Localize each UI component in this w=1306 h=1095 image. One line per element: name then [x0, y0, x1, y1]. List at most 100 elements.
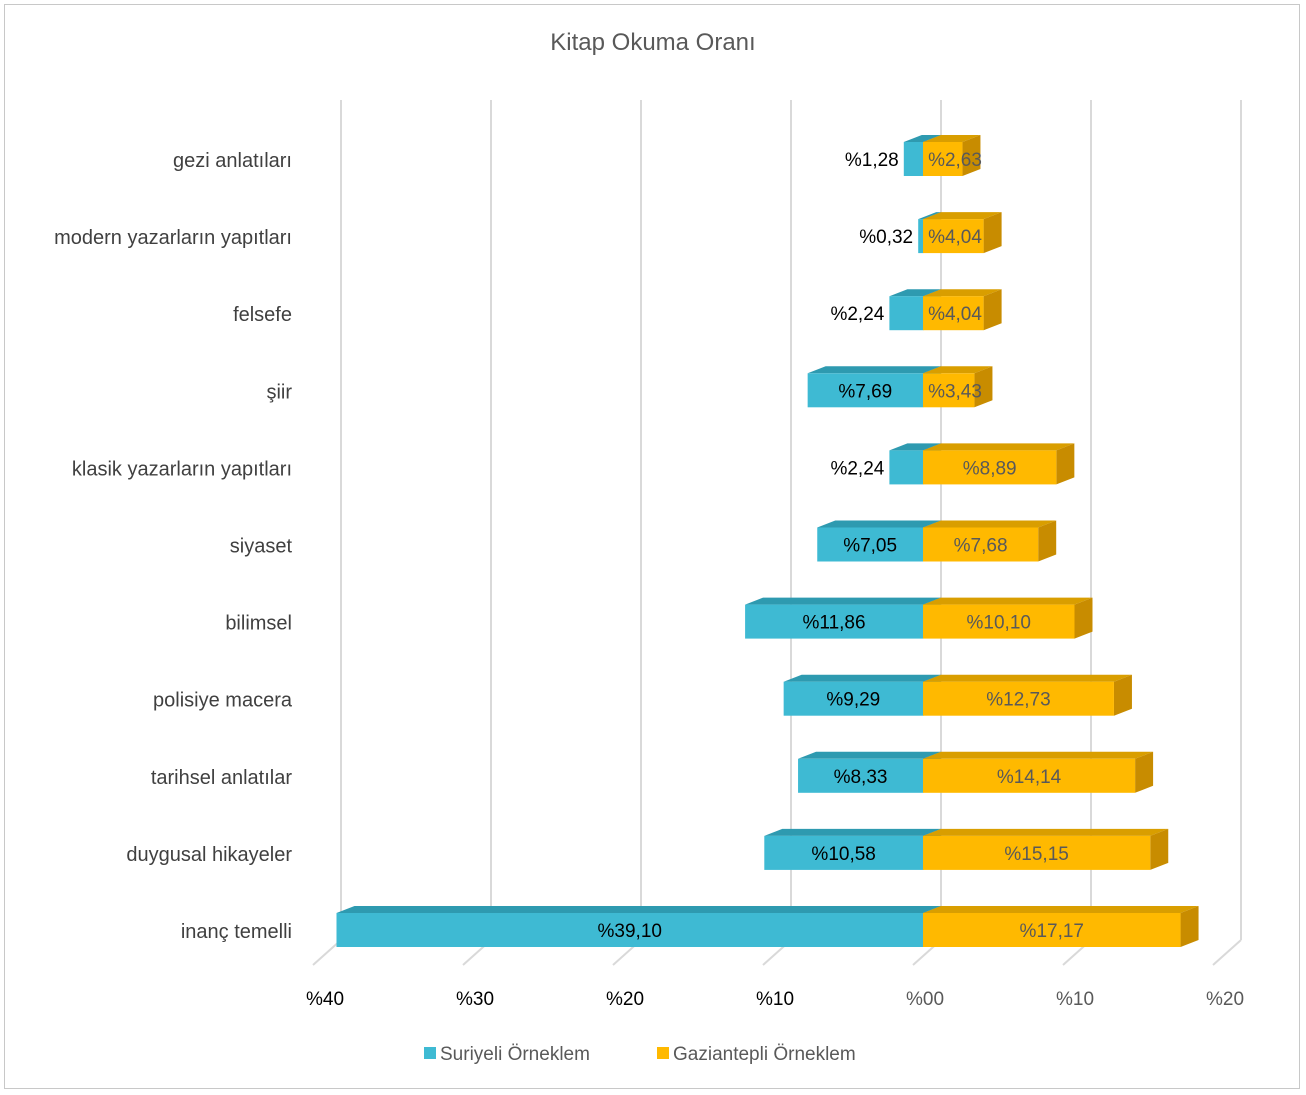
bar-gaziantepli-side [1074, 597, 1093, 639]
category-label: felsefe [233, 304, 292, 326]
bar-gaziantepli-top [923, 366, 993, 374]
legend-swatch [657, 1047, 669, 1059]
gridline-floor [1212, 939, 1242, 966]
bar-gaziantepli [923, 906, 1199, 947]
category-label: duygusal hikayeler [126, 844, 292, 866]
bar-gaziantepli-top [923, 443, 1075, 451]
bar-suriyeli-top [783, 674, 941, 682]
bar-gaziantepli-face [923, 835, 1151, 870]
x-tick-label: %40 [306, 989, 344, 1010]
bar-gaziantepli-face [923, 450, 1057, 485]
data-label-gaziantepli: %14,14 [997, 767, 1062, 788]
bar-gaziantepli-side [1150, 828, 1169, 870]
bar-suriyeli-face [764, 835, 923, 870]
bar-gaziantepli [923, 443, 1075, 485]
bar-gaziantepli [923, 751, 1154, 793]
data-label-suriyeli: %10,58 [811, 844, 875, 865]
data-label-gaziantepli: %3,43 [928, 381, 982, 402]
bar-suriyeli-face [889, 296, 923, 331]
bar-gaziantepli [923, 212, 1002, 254]
bar-gaziantepli-face [923, 681, 1114, 716]
legend: Suriyeli Örneklem Gaziantepli Örneklem [424, 1044, 856, 1065]
bar-gaziantepli [923, 828, 1169, 870]
bar-gaziantepli-top [923, 135, 981, 142]
bar-gaziantepli-top [923, 674, 1132, 682]
bar-suriyeli-face [903, 142, 923, 176]
bar-gaziantepli-side [962, 135, 981, 176]
bar-gaziantepli [923, 289, 1002, 331]
bar-suriyeli-face [918, 219, 923, 254]
bar-suriyeli-top [817, 520, 941, 528]
bar-gaziantepli-face [923, 142, 963, 176]
data-label-gaziantepli: %7,68 [954, 536, 1008, 557]
category-label: inanç temelli [181, 921, 292, 943]
bar-gaziantepli-top [923, 520, 1057, 528]
bar-gaziantepli-top [923, 289, 1002, 297]
data-label-gaziantepli: %10,10 [967, 613, 1031, 634]
category-label: polisiye macera [153, 690, 293, 712]
data-label-suriyeli: %7,69 [838, 381, 892, 402]
legend-label: Suriyeli Örneklem [440, 1044, 590, 1065]
data-label-suriyeli: %7,05 [843, 536, 897, 557]
bar-gaziantepli [923, 135, 981, 176]
bar-gaziantepli-top [923, 597, 1093, 605]
bar-suriyeli-face [783, 681, 923, 716]
data-label-suriyeli: %2,24 [830, 458, 884, 479]
bar-suriyeli-face [889, 450, 923, 485]
category-label: klasik yazarların yapıtları [72, 458, 292, 480]
bar-suriyeli-top [745, 597, 941, 605]
bar-suriyeli-top [903, 135, 941, 142]
bar-gaziantepli-face [923, 219, 984, 254]
data-labels: %1,28 %2,63 %0,32 %4,04 %2,24 %4,04 %7,69 %3,43… [598, 150, 1084, 942]
bars [336, 135, 1199, 947]
bar-gaziantepli-side [983, 212, 1002, 254]
data-label-gaziantepli: %4,04 [928, 227, 982, 248]
bar-gaziantepli-face [923, 604, 1075, 639]
data-label-suriyeli: %2,24 [830, 304, 884, 325]
data-label-suriyeli: %1,28 [845, 150, 899, 171]
bar-suriyeli-top [336, 906, 941, 913]
bar-suriyeli-top [807, 366, 941, 374]
category-labels: gezi anlatıları modern yazarların yapıtla… [54, 150, 293, 943]
bar-gaziantepli [923, 597, 1093, 639]
bar-gaziantepli [923, 520, 1057, 562]
bar-gaziantepli-face [923, 373, 975, 408]
x-axis-ticks: %40 %30 %20 %10 %00 %10 %20 [306, 989, 1244, 1010]
bar-gaziantepli-face [923, 527, 1039, 562]
category-label: gezi anlatıları [173, 150, 292, 172]
data-label-gaziantepli: %2,63 [928, 150, 982, 171]
category-label: modern yazarların yapıtları [54, 227, 292, 249]
bar-gaziantepli-side [1038, 520, 1057, 562]
bar-gaziantepli-face [923, 296, 984, 331]
bar-suriyeli-face [745, 604, 923, 639]
x-tick-label: %30 [456, 989, 494, 1010]
data-label-suriyeli: %11,86 [803, 613, 866, 634]
bar-gaziantepli-side [1135, 751, 1154, 793]
bar-gaziantepli [923, 366, 993, 408]
chart-title: Kitap Okuma Oranı [550, 29, 755, 56]
bar-gaziantepli-side [1056, 443, 1075, 485]
bar-gaziantepli-top [923, 906, 1199, 913]
bar-suriyeli-top [889, 289, 941, 297]
bar-gaziantepli-top [923, 751, 1154, 759]
bar-suriyeli [764, 828, 941, 870]
data-label-suriyeli: %8,33 [834, 767, 888, 788]
bar-gaziantepli-side [983, 289, 1002, 331]
category-label: şiir [266, 381, 292, 403]
legend-swatch [424, 1047, 436, 1059]
bar-suriyeli-face [336, 913, 923, 947]
bar-suriyeli-top [918, 212, 941, 220]
bar-gaziantepli-face [923, 913, 1181, 947]
bar-gaziantepli-top [923, 828, 1169, 836]
category-label: tarihsel anlatılar [151, 767, 293, 789]
data-label-gaziantepli: %8,89 [963, 458, 1017, 479]
category-label: bilimsel [225, 613, 292, 635]
bar-gaziantepli [923, 674, 1132, 716]
gridline-floor [312, 939, 342, 966]
category-label: siyaset [230, 536, 293, 558]
data-label-gaziantepli: %12,73 [986, 690, 1050, 711]
bar-suriyeli-face [807, 373, 923, 408]
bar-suriyeli-top [798, 751, 941, 759]
bar-gaziantepli-side [974, 366, 993, 408]
